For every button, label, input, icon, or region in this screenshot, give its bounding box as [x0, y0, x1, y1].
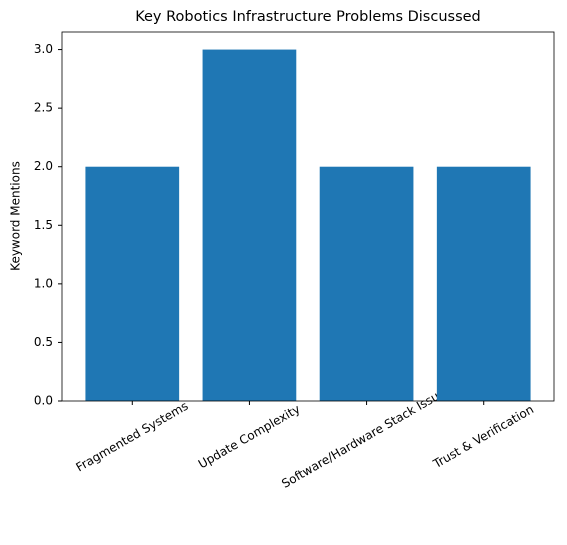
bar: [436, 166, 531, 401]
x-tick-label: Update Complexity: [196, 402, 303, 472]
x-tick-label: Fragmented Systems: [73, 399, 190, 475]
y-tick-label: 1.5: [34, 218, 53, 232]
y-tick-label: 3.0: [34, 42, 53, 56]
axes-frame: [61, 31, 555, 402]
y-axis-label: Keyword Mentions: [9, 161, 23, 271]
bar: [85, 166, 180, 401]
y-tick-label: 2.5: [34, 101, 53, 115]
bar: [319, 166, 414, 401]
chart-title: Key Robotics Infrastructure Problems Dis…: [135, 9, 481, 25]
y-tick-label: 0.0: [34, 394, 53, 408]
y-tick-label: 2.0: [34, 159, 53, 173]
bar: [202, 49, 297, 401]
x-tick-label: Trust & Verification: [430, 402, 536, 471]
y-tick-label: 0.5: [34, 335, 53, 349]
y-tick-label: 1.0: [34, 276, 53, 290]
